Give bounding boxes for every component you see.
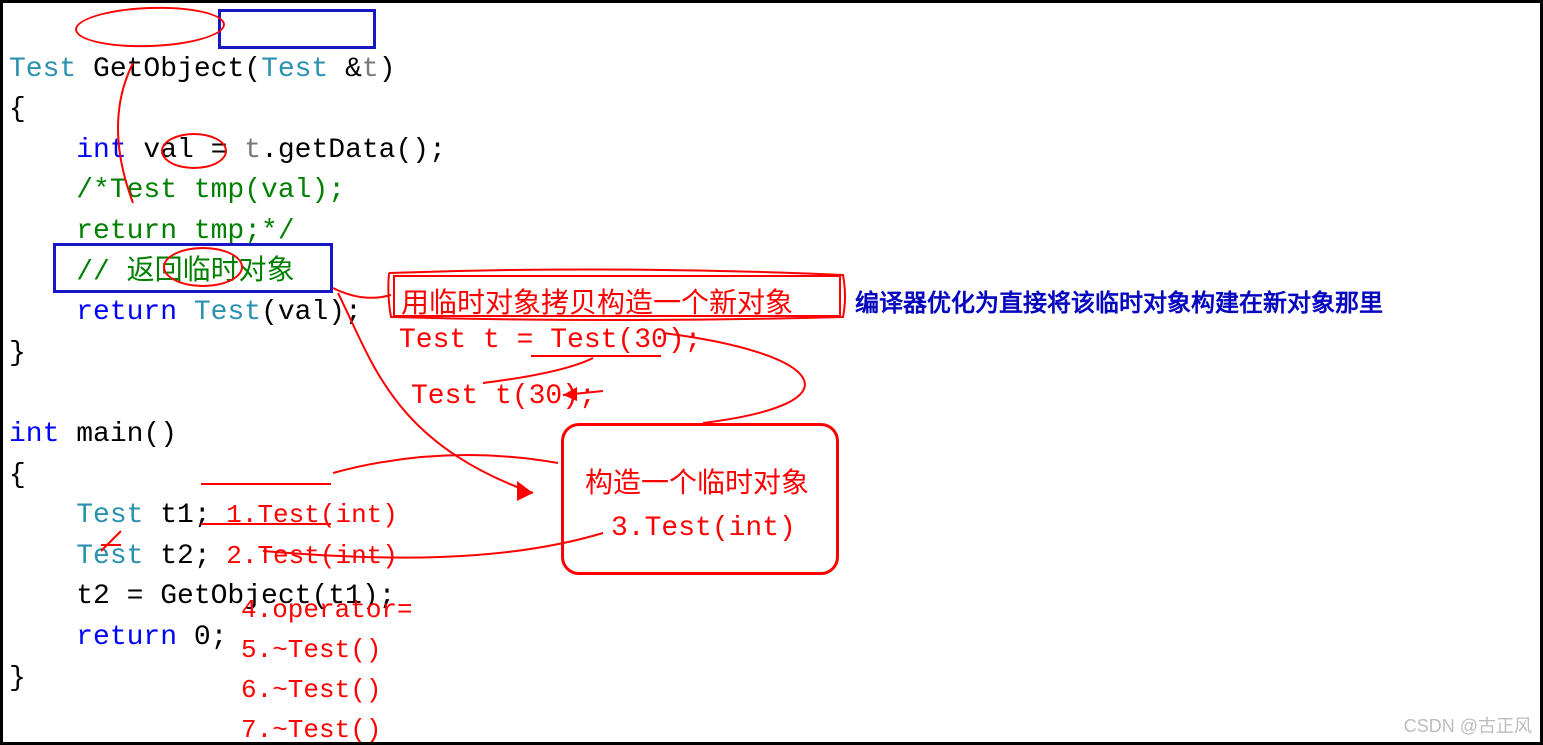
token-ret-type: Test [177,297,261,328]
blue-box-param [218,9,376,49]
step1-annot: 1.Test(int) [211,500,398,530]
main-rest: main() [59,419,177,450]
main-int: int [9,419,59,450]
token-fn: GetObject( [76,54,261,85]
comment-l4: /*Test tmp(val); [9,175,345,206]
red-title-text: 用临时对象拷贝构造一个新对象 [401,281,793,321]
step7-annot: 7.~Test() [241,715,381,745]
token-close: ) [379,54,396,85]
token-param-type: Test [261,54,345,85]
eq-line-1: Test t = Test(30); [399,325,701,356]
l15-rest: 0; [177,622,227,653]
step5-annot: 5.~Test() [241,635,381,665]
main-brace-open: { [9,460,26,491]
l3-t: t [244,135,261,166]
code-block: Test GetObject(Test &t) { int val = t.ge… [9,9,446,740]
token-type: Test [9,54,76,85]
brace-open: { [9,94,26,125]
big-box-line2: 3.Test(int) [611,513,796,544]
scribble-test-return [163,247,243,287]
l3-call: .getData(); [261,135,446,166]
eq-line-2: Test t(30); [411,381,596,412]
brace-close: } [9,338,26,369]
token-param-name: t [362,54,379,85]
blue-compiler-note: 编译器优化为直接将该临时对象构建在新对象那里 [855,283,1383,318]
main-brace-close: } [9,663,26,694]
l12-type: Test [9,500,143,531]
underline-step1 [201,483,331,485]
l7-rest: (val); [261,297,362,328]
l15-ret: return [9,622,177,653]
l12-rest: t1; [143,500,210,531]
step4-annot: 4.operator= [241,595,413,625]
underline-step2 [201,523,331,525]
l13-type: Test [9,541,143,572]
watermark-text: CSDN @古正风 [1404,712,1532,738]
step2-annot: 2.Test(int) [211,541,398,571]
step6-annot: 6.~Test() [241,675,381,705]
token-amp: & [345,54,362,85]
token-return: return [9,297,177,328]
underline-test30 [531,355,661,357]
l13-rest: t2; [143,541,210,572]
scribble-tmp [161,133,227,169]
token-int: int [9,135,127,166]
big-box-line1: 构造一个临时对象 [585,461,809,501]
diagram-canvas: Test GetObject(Test &t) { int val = t.ge… [0,0,1543,745]
